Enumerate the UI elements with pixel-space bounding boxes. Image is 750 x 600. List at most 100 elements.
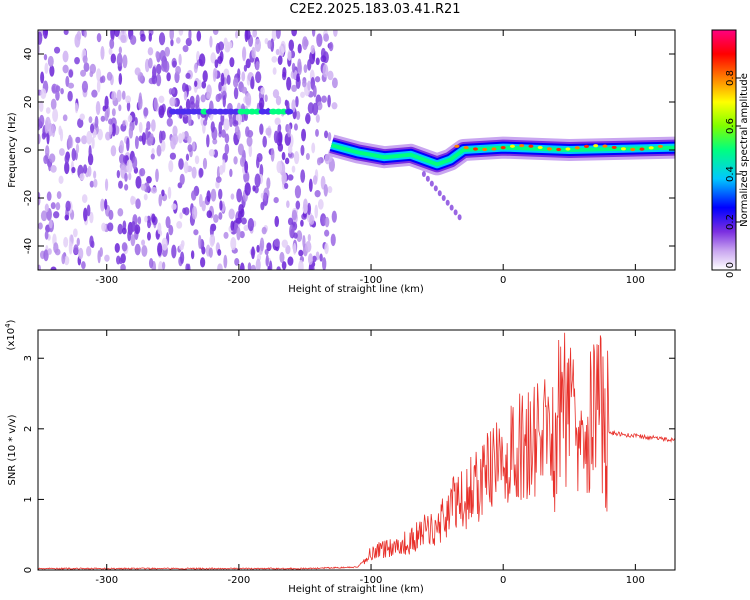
signal-core	[330, 143, 675, 167]
noise-blob	[245, 126, 250, 138]
noise-blob	[170, 136, 176, 150]
noise-blob	[126, 100, 131, 112]
noise-blob	[327, 186, 333, 194]
noise-blob	[44, 203, 49, 213]
noise-blob	[214, 59, 219, 69]
noise-blob	[274, 118, 281, 125]
noise-blob	[331, 77, 338, 89]
noise-blob	[110, 30, 115, 42]
noise-blob	[43, 249, 49, 262]
noise-blob	[255, 61, 260, 71]
noise-blob	[125, 95, 132, 104]
y-tick-label: 0	[23, 147, 34, 153]
noise-blob	[206, 190, 211, 202]
noise-blob	[175, 65, 181, 75]
y-tick-label: -20	[23, 190, 34, 206]
noise-blob	[215, 176, 222, 183]
colorbar-tick-label: 0.4	[725, 166, 736, 182]
noise-blob	[116, 169, 121, 179]
spectrogram-x-label: Height of straight line (km)	[288, 284, 424, 295]
noise-blob	[179, 243, 184, 251]
noise-blob	[259, 237, 265, 252]
noise-blob	[275, 95, 282, 106]
noise-blob	[40, 210, 48, 222]
noise-blob	[315, 57, 320, 66]
noise-blob	[296, 73, 300, 82]
noise-blob	[45, 107, 51, 114]
noise-blob	[308, 253, 313, 265]
signal-peak	[500, 146, 506, 150]
colorbar-tick-label: 0.2	[725, 214, 736, 230]
noise-blob	[172, 60, 177, 68]
noise-blob	[252, 185, 256, 192]
spectrogram-y-label: Frequency (Hz)	[7, 112, 18, 188]
noise-blob	[208, 247, 213, 258]
noise-blob	[138, 92, 142, 105]
x-tick-label: 0	[500, 575, 506, 586]
noise-blob	[179, 212, 183, 219]
noise-blob	[291, 165, 296, 173]
noise-blob	[96, 79, 101, 93]
noise-blob	[312, 255, 317, 263]
noise-blob	[63, 30, 69, 36]
noise-blob	[157, 222, 162, 235]
noise-blob	[146, 176, 152, 184]
noise-blob	[286, 76, 292, 91]
noise-blob	[266, 242, 272, 252]
noise-blob	[273, 196, 279, 204]
branch-blob	[437, 190, 442, 197]
noise-blob	[208, 148, 215, 157]
noise-blob	[94, 115, 99, 128]
noise-blob	[295, 200, 301, 210]
noise-blob	[233, 156, 238, 165]
noise-blob	[200, 94, 206, 103]
noise-blob	[286, 200, 290, 209]
noise-blob	[108, 209, 114, 221]
branch-blob	[425, 175, 430, 182]
noise-blob	[241, 71, 246, 82]
noise-blob	[61, 253, 66, 265]
noise-blob	[210, 188, 217, 202]
noise-blob	[328, 41, 334, 52]
noise-blob	[93, 170, 97, 179]
noise-blob	[209, 234, 215, 247]
noise-blob	[48, 219, 53, 229]
noise-blob	[254, 38, 261, 52]
noise-blob	[55, 85, 61, 92]
noise-blob	[89, 123, 95, 134]
noise-blob	[311, 142, 316, 154]
noise-blob	[230, 193, 235, 200]
noise-blob	[268, 260, 273, 270]
noise-blob	[218, 212, 223, 220]
noise-blob	[285, 244, 291, 255]
noise-blob	[81, 194, 88, 204]
noise-blob	[228, 41, 233, 49]
noise-blob	[280, 40, 286, 54]
noise-blob	[224, 133, 230, 144]
snr-frame	[37, 329, 676, 571]
noise-blob	[322, 215, 326, 227]
noise-blob	[218, 121, 223, 135]
noise-blob	[248, 143, 253, 158]
noise-blob	[147, 47, 154, 56]
colorbar-ticks: 0.0 0.2 0.4 0.6 0.8	[725, 70, 741, 278]
noise-blob	[83, 62, 90, 72]
noise-blob	[221, 129, 226, 138]
noise-blob	[322, 257, 327, 270]
noise-blob	[194, 80, 198, 87]
noise-blob	[315, 128, 319, 137]
snr-x-axis: -300 -200 -100 0 100	[95, 330, 645, 586]
noise-blob	[75, 136, 81, 144]
noise-blob	[215, 42, 221, 54]
noise-blob	[151, 148, 155, 155]
noise-blob	[141, 245, 148, 257]
noise-blob	[224, 143, 230, 155]
noise-blob	[171, 87, 176, 95]
noise-blob	[195, 94, 200, 106]
noise-blob	[258, 97, 265, 110]
noise-blob	[190, 190, 197, 201]
noise-blob	[241, 86, 248, 94]
noise-blob	[274, 238, 280, 247]
noise-blob	[108, 47, 113, 56]
noise-blob	[275, 30, 281, 39]
